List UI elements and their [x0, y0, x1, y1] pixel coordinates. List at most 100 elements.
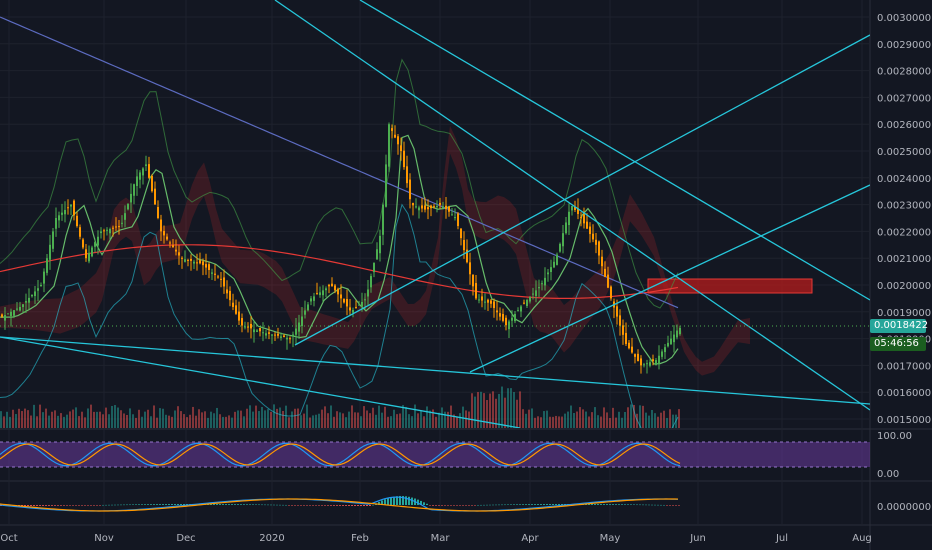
- macd-hist-bar: [456, 505, 458, 506]
- candle-body: [667, 342, 669, 347]
- volume-bar: [147, 409, 149, 428]
- candle-body: [628, 342, 630, 349]
- candle-body: [208, 264, 210, 270]
- macd-hist-bar: [672, 505, 674, 506]
- candle-body: [187, 259, 189, 261]
- candle-body: [499, 313, 501, 317]
- macd-hist-bar: [354, 505, 356, 506]
- trendline[interactable]: [294, 34, 870, 346]
- macd-hist-bar: [549, 504, 551, 505]
- bollinger-bands: [0, 58, 679, 428]
- macd-hist-bar: [264, 504, 266, 506]
- volume-bar: [525, 413, 527, 428]
- volume-bar: [210, 411, 212, 428]
- volume-bar: [21, 411, 23, 428]
- volume-bar: [669, 409, 671, 428]
- macd-hist-bar: [519, 504, 521, 505]
- time-axis[interactable]: Oct Nov Dec 2020 Feb Mar Apr May Jun Jul Aug: [0, 533, 871, 544]
- volume-bar: [63, 416, 65, 428]
- macd-hist-bar: [111, 504, 113, 506]
- candle-body: [421, 205, 423, 209]
- stoch-k-line: [0, 442, 681, 467]
- volume-bar: [570, 405, 572, 428]
- candle-body: [571, 205, 573, 211]
- time-tick-label: Jun: [689, 533, 706, 544]
- volume-bar: [33, 404, 35, 428]
- volume-bar: [39, 404, 41, 428]
- volume-bar: [123, 413, 125, 428]
- candle-body: [562, 233, 564, 247]
- macd-hist-bar: [48, 505, 50, 506]
- volume-bar: [549, 416, 551, 428]
- macd-hist-bar: [162, 504, 164, 505]
- trendline[interactable]: [359, 0, 870, 301]
- candle-body: [157, 206, 159, 218]
- volume-bar: [474, 396, 476, 428]
- macd-hist-bar: [648, 504, 650, 506]
- candle-body: [469, 262, 471, 275]
- time-tick-label: Apr: [521, 533, 539, 544]
- volume-bar: [561, 416, 563, 428]
- candle-body: [100, 231, 102, 234]
- candle-body: [445, 205, 447, 210]
- candle-body: [652, 359, 654, 362]
- volume-bar: [192, 406, 194, 428]
- macd-hist-bar: [327, 505, 329, 506]
- macd-hist-bar: [324, 505, 326, 506]
- macd-hist-bar: [561, 504, 563, 505]
- volume-bar: [312, 415, 314, 428]
- stoch-rsi-tick-100: 100.00: [877, 431, 912, 442]
- macd-hist-bar: [306, 505, 308, 506]
- price-tick-label: 0.0027000: [877, 93, 931, 104]
- volume-bar: [177, 406, 179, 428]
- macd-hist-bar: [330, 505, 332, 506]
- macd-hist-bar: [390, 497, 392, 505]
- macd-hist-bar: [87, 505, 89, 506]
- macd-hist-bar: [489, 504, 491, 506]
- trendline[interactable]: [0, 336, 870, 405]
- macd-hist-bar: [213, 504, 215, 505]
- volume-bar: [372, 407, 374, 428]
- trendlines[interactable]: [0, 0, 870, 428]
- macd-hist-bar: [525, 504, 527, 505]
- macd-hist-bar: [288, 505, 290, 506]
- trendline[interactable]: [274, 0, 870, 411]
- chart-grid: [0, 0, 870, 525]
- candle-body: [184, 259, 186, 262]
- trendline[interactable]: [469, 184, 870, 373]
- volume-bar: [513, 392, 515, 428]
- volume-bar: [435, 416, 437, 428]
- candle-body: [517, 310, 519, 312]
- volume-bar: [507, 388, 509, 428]
- candle-body: [553, 261, 555, 268]
- volume-bar: [360, 416, 362, 428]
- macd-signal-line: [0, 498, 679, 512]
- volume-bar: [57, 415, 59, 428]
- volume-bar: [303, 413, 305, 428]
- candle-body: [442, 206, 444, 209]
- volume-bar: [492, 391, 494, 428]
- candle-body: [40, 285, 42, 286]
- volume-bar: [585, 411, 587, 428]
- candle-body: [454, 217, 456, 219]
- volume-bar: [600, 416, 602, 428]
- candle-body: [241, 318, 243, 326]
- macd-hist-bar: [39, 505, 41, 506]
- volume-bar: [120, 410, 122, 428]
- price-axis[interactable]: 0.0030000 0.0029000 0.0028000 0.0027000 0.00…: [877, 13, 931, 426]
- price-tick-label: 0.0030000: [877, 13, 931, 24]
- macd-hist-bar: [441, 505, 443, 506]
- candle-body: [145, 164, 147, 166]
- volume-bars: [0, 386, 680, 428]
- time-tick-label: May: [600, 533, 621, 544]
- candle-body: [448, 206, 450, 212]
- trendline[interactable]: [0, 336, 521, 428]
- volume-bar: [261, 406, 263, 428]
- price-tick-label: 0.0020000: [877, 281, 931, 292]
- candle-body: [376, 249, 378, 260]
- time-tick-label: Dec: [176, 533, 195, 544]
- macd-hist-bar: [591, 504, 593, 505]
- macd-hist-bar: [540, 504, 542, 505]
- macd-hist-bar: [513, 504, 515, 505]
